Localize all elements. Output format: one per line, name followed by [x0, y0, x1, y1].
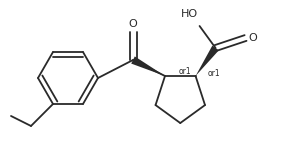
Text: HO: HO [181, 9, 198, 19]
Text: or1: or1 [207, 70, 220, 78]
Polygon shape [196, 46, 219, 76]
Text: O: O [129, 19, 137, 29]
Text: O: O [248, 33, 257, 43]
Text: or1: or1 [179, 68, 192, 76]
Polygon shape [131, 56, 165, 76]
